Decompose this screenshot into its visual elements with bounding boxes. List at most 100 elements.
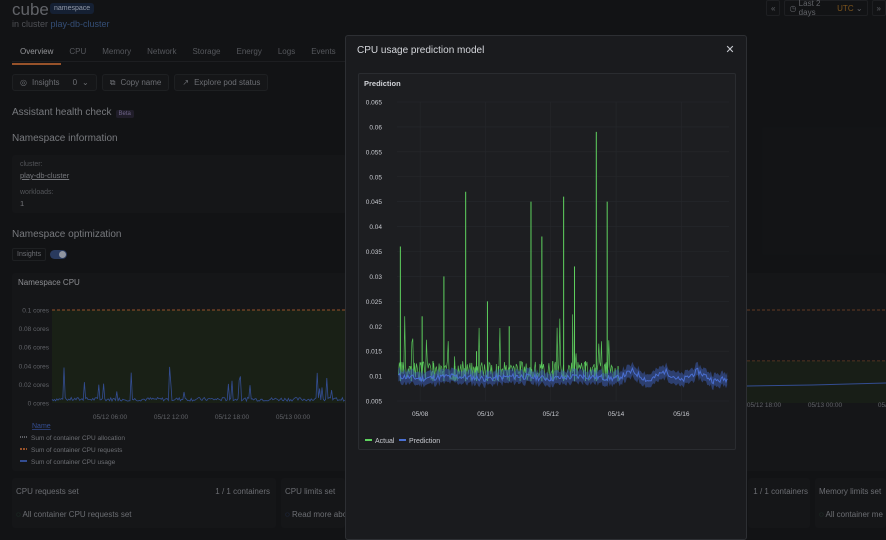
prediction-band [398, 361, 728, 391]
prediction-x-tick-label: 05/14 [608, 411, 625, 418]
prediction-panel: Prediction 0.065 0.06 0.055 0.05 0.045 0.04 0.… [358, 73, 736, 450]
close-icon[interactable]: ✕ [725, 44, 735, 56]
prediction-y-tick-label: 0.015 [366, 349, 383, 356]
ns-right-x-tick-label: 05/12 18:00 [747, 402, 782, 409]
namespace-badge: namespace [50, 3, 95, 14]
prediction-grid [397, 101, 729, 402]
tab-memory[interactable]: Memory [102, 47, 132, 56]
modal-title: CPU usage prediction model [357, 45, 485, 56]
cpu-requests-count: 1 / 1 containers [215, 487, 270, 496]
page-header: cube namespace in cluster play-db-cluste… [0, 0, 886, 40]
namespace-cpu-title: Namespace CPU [18, 278, 80, 287]
ns-y-tick-label: 0.02 cores [19, 382, 50, 389]
cpu-requests-status-text: All container CPU requests set [22, 510, 132, 519]
legend-name-header[interactable]: Name [32, 423, 51, 430]
tab-events[interactable]: Events [311, 47, 336, 56]
allocation-area [52, 310, 345, 403]
time-next-button[interactable]: » [871, 0, 886, 16]
prediction-line [398, 366, 728, 385]
legend-usage[interactable]: Sum of container CPU usage [20, 459, 116, 466]
right-count-card: 1 / 1 containers [748, 478, 810, 528]
tab-overview[interactable]: Overview [12, 43, 62, 65]
legend-actual-label: Actual [375, 438, 395, 445]
prediction-y-tick-label: 0.035 [366, 249, 383, 256]
ns-y-tick-label: 0.06 cores [19, 345, 50, 352]
prediction-chart-title: Prediction [364, 79, 401, 88]
cpu-limits-link[interactable]: ◌ Read more abo [285, 510, 347, 519]
prediction-x-ticks: 05/08 05/10 05/12 05/14 05/16 [412, 411, 690, 418]
tab-storage[interactable]: Storage [192, 47, 221, 56]
ns-x-tick-label: 05/12 18:00 [215, 414, 250, 421]
tab-logs[interactable]: Logs [277, 47, 296, 56]
cluster-link[interactable]: play-db-cluster [50, 19, 110, 29]
legend-allocation[interactable]: Sum of container CPU allocation [20, 435, 125, 442]
prediction-y-tick-label: 0.045 [366, 199, 383, 206]
chevron-down-icon: ⌄ [855, 3, 863, 13]
copy-icon: ⧉ [109, 77, 116, 87]
ns-y-tick-label: 0 cores [28, 401, 50, 408]
prediction-y-tick-label: 0.02 [369, 324, 382, 331]
external-link-icon: ↗ [182, 78, 190, 87]
prediction-y-tick-label: 0.025 [366, 299, 383, 306]
tab-cpu[interactable]: CPU [69, 47, 87, 56]
optimization-heading: Namespace optimization [12, 229, 122, 240]
insights-button[interactable]: ◎ Insights 0 ⌄ [12, 74, 97, 91]
insights-toggle[interactable] [50, 250, 68, 259]
tab-energy[interactable]: Energy [236, 47, 262, 56]
workloads-value: 1 [20, 199, 25, 208]
explore-pod-status-button[interactable]: ↗ Explore pod status [174, 74, 269, 91]
prediction-y-ticks: 0.065 0.06 0.055 0.05 0.045 0.04 0.035 0.03 0.02… [366, 100, 383, 406]
prediction-y-tick-label: 0.05 [369, 174, 382, 181]
clock-icon: ◷ [789, 3, 797, 13]
legend-actual[interactable]: Actual [365, 438, 395, 445]
ns-y-tick-label: 0.08 cores [19, 326, 50, 333]
prediction-series [398, 361, 728, 391]
legend-usage-label: Sum of container CPU usage [31, 459, 116, 466]
usage-line [51, 366, 346, 403]
ns-x-tick-label: 05/12 06:00 [93, 414, 128, 421]
explore-label: Explore pod status [194, 78, 261, 87]
tabs-divider [12, 61, 347, 62]
insights-label: Insights [31, 78, 60, 87]
ns-right-x-tick-label: 05/13 00:00 [808, 402, 843, 409]
prediction-x-tick-label: 05/16 [673, 411, 690, 418]
insights-count: 0 [72, 78, 78, 87]
usage-line-right [746, 382, 886, 387]
ns-x-tick-label: 05/13 00:00 [276, 414, 311, 421]
prediction-modal: CPU usage prediction model ✕ Prediction … [345, 35, 747, 540]
cpu-requests-status: ◌ All container CPU requests set [16, 510, 131, 519]
prediction-y-tick-label: 0.04 [369, 224, 382, 231]
ns-y-tick-label: 0.04 cores [19, 363, 50, 370]
memory-limits-status-text: All container me [825, 510, 883, 519]
prediction-y-tick-label: 0.065 [366, 100, 383, 107]
ns-y-ticks: 0.1 cores 0.08 cores 0.06 cores 0.04 cores 0… [19, 308, 50, 408]
memory-limits-card: Memory limits set ◌ All container me [815, 478, 886, 528]
time-prev-button[interactable]: « [766, 0, 781, 16]
tab-bar: Overview CPU Memory Network Storage Ener… [12, 43, 344, 65]
check-icon: ◌ [16, 510, 21, 519]
beta-badge: Beta [115, 110, 134, 118]
prediction-x-tick-label: 05/10 [477, 411, 494, 418]
cpu-limits-title: CPU limits set [285, 487, 336, 496]
ns-right-x-tick-label: 05/13 [878, 402, 886, 409]
cpu-limits-card: CPU limits set ◌ Read more abo [281, 478, 347, 528]
cluster-line: in cluster play-db-cluster [12, 19, 110, 29]
cpu-requests-card: CPU requests set 1 / 1 containers ◌ All … [12, 478, 276, 528]
copy-name-button[interactable]: ⧉ Copy name [101, 74, 170, 91]
time-range-picker[interactable]: ◷ Last 2 days UTC ⌄ [784, 0, 868, 17]
legend-requests-label: Sum of container CPU requests [31, 447, 123, 454]
legend-allocation-label: Sum of container CPU allocation [31, 435, 125, 442]
cluster-prefix: in cluster [12, 19, 49, 29]
right-card-count: 1 / 1 containers [753, 487, 808, 496]
insights-toggle-row: Insights [12, 248, 68, 261]
info-icon: ◌ [285, 510, 290, 519]
check-icon: ◌ [819, 510, 824, 519]
legend-prediction[interactable]: Prediction [399, 438, 440, 445]
insights-icon: ◎ [20, 78, 27, 87]
cluster-value-link[interactable]: play-db-cluster [20, 171, 70, 180]
prediction-x-tick-label: 05/08 [412, 411, 429, 418]
toolbar: ◎ Insights 0 ⌄ ⧉ Copy name ↗ Explore pod… [12, 74, 269, 91]
legend-requests[interactable]: Sum of container CPU requests [20, 447, 123, 454]
prediction-chart-svg: 0.065 0.06 0.055 0.05 0.045 0.04 0.035 0.03 0.02… [365, 100, 729, 445]
tab-network[interactable]: Network [147, 47, 177, 56]
